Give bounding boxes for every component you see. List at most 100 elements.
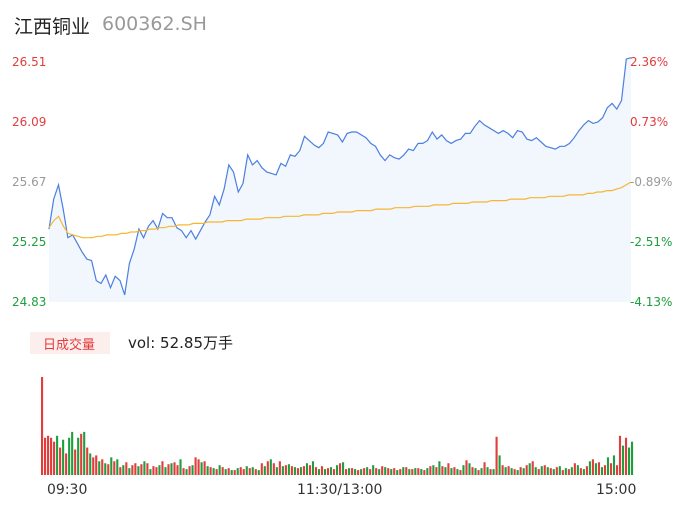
volume-bar <box>41 377 44 475</box>
y-tick-right-0: 2.36% <box>630 55 669 69</box>
volume-bar <box>146 463 149 475</box>
volume-bar <box>543 465 546 475</box>
volume-bar <box>113 461 116 475</box>
volume-bar <box>62 439 65 475</box>
volume-bar <box>459 470 462 475</box>
volume-bar <box>375 468 378 475</box>
volume-bar <box>345 469 348 475</box>
volume-bar <box>405 467 408 475</box>
volume-bar <box>188 466 191 475</box>
volume-bar <box>98 461 101 475</box>
volume-bar <box>311 461 315 475</box>
x-tick-close: 15:00 <box>596 482 637 498</box>
volume-bar <box>77 437 80 475</box>
volume-bar <box>125 462 128 475</box>
volume-bar <box>588 461 591 475</box>
volume-bar <box>381 466 384 475</box>
volume-bar <box>71 431 74 475</box>
volume-bar <box>161 461 164 475</box>
volume-bar <box>498 455 501 475</box>
volume-bar <box>447 463 450 475</box>
volume-bar <box>351 468 354 475</box>
y-tick-right-3: -2.51% <box>630 235 673 249</box>
volume-bar <box>396 470 399 475</box>
volume-bar <box>348 468 351 475</box>
volume-bar <box>227 468 230 475</box>
price-area <box>49 57 631 303</box>
volume-bar <box>53 441 56 475</box>
volume-bar <box>489 469 492 475</box>
volume-bar <box>326 468 330 475</box>
volume-bar <box>609 463 613 475</box>
volume-bar <box>89 453 92 475</box>
volume-bar <box>305 463 308 475</box>
volume-bar <box>65 453 68 475</box>
y-tick-left-3: 25.25 <box>12 235 47 249</box>
volume-bar <box>612 455 616 475</box>
volume-bar <box>564 468 567 475</box>
volume-bar <box>83 431 86 475</box>
volume-bar <box>474 468 477 475</box>
volume-bar <box>591 459 594 475</box>
volume-bar <box>266 461 269 475</box>
volume-tab-background <box>30 332 110 354</box>
volume-bar <box>224 469 227 475</box>
volume-bar <box>191 465 194 475</box>
volume-bar <box>182 468 185 475</box>
volume-bar <box>360 469 363 475</box>
volume-bar <box>245 466 248 475</box>
volume-bar <box>363 468 366 475</box>
volume-bar <box>627 447 631 475</box>
volume-bar <box>558 466 561 475</box>
volume-bar <box>329 467 333 475</box>
volume-bar <box>531 461 534 475</box>
volume-bar <box>140 464 143 475</box>
volume-bar <box>576 465 579 475</box>
y-tick-right-1: 0.73% <box>630 115 669 129</box>
volume-bar <box>399 469 402 475</box>
volume-bar <box>582 469 585 475</box>
volume-bar <box>335 465 339 475</box>
volume-bar <box>495 436 498 475</box>
volume-bar <box>528 463 531 475</box>
volume-bar <box>618 435 622 475</box>
volume-bar <box>387 468 390 475</box>
volume-bar <box>218 465 221 475</box>
volume-bar <box>429 466 432 475</box>
volume-bar <box>287 464 290 475</box>
volume-bar <box>200 462 203 475</box>
volume-bar <box>197 459 200 475</box>
volume-bar <box>233 470 236 475</box>
volume-bar <box>453 467 456 475</box>
volume-tab[interactable]: 日成交量 <box>43 338 96 353</box>
volume-bar <box>320 466 324 475</box>
volume-bar <box>167 464 170 475</box>
y-tick-left-4: 24.83 <box>12 295 47 309</box>
intraday-price-chart <box>48 57 632 303</box>
volume-bar <box>260 463 263 475</box>
volume-bar <box>507 466 510 475</box>
volume-bar <box>342 462 345 475</box>
volume-bar <box>296 468 299 475</box>
volume-bar <box>68 437 71 475</box>
volume-bar <box>59 447 62 475</box>
volume-bar <box>119 467 122 475</box>
volume-bar <box>402 467 405 475</box>
volume-bar <box>284 465 287 475</box>
volume-bar <box>242 469 245 475</box>
y-tick-left-1: 26.09 <box>12 115 47 129</box>
volume-bar <box>477 470 480 475</box>
volume-bar <box>441 466 444 475</box>
volume-bar <box>92 457 95 475</box>
volume-bar <box>573 463 576 475</box>
volume-bar <box>510 468 513 475</box>
volume-bar <box>314 467 318 475</box>
volume-bar <box>534 467 537 475</box>
volume-bar <box>302 466 305 475</box>
volume-bar <box>450 468 453 475</box>
volume-bar <box>209 467 212 475</box>
volume-bar <box>585 466 588 475</box>
volume-bar <box>408 469 411 475</box>
volume-bar <box>107 464 110 475</box>
volume-bar <box>275 467 278 475</box>
